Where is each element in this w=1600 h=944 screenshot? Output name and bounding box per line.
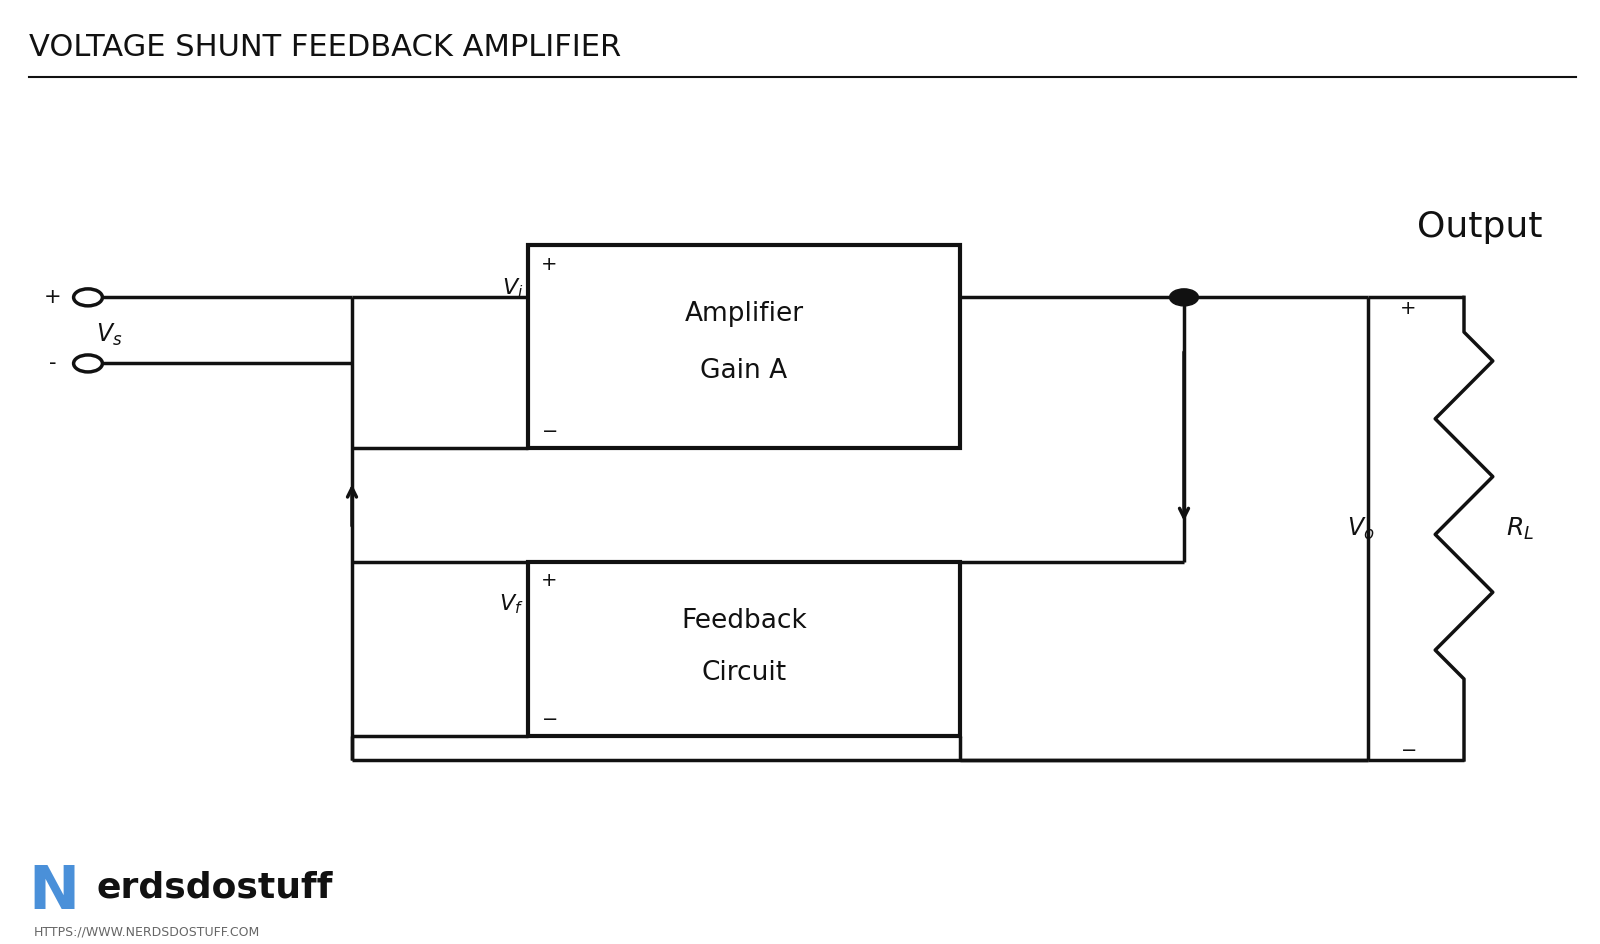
Text: VOLTAGE SHUNT FEEDBACK AMPLIFIER: VOLTAGE SHUNT FEEDBACK AMPLIFIER — [29, 33, 621, 62]
Text: Output: Output — [1418, 210, 1542, 244]
Text: Gain A: Gain A — [701, 358, 787, 383]
Text: +: + — [43, 287, 62, 308]
Text: N: N — [29, 863, 80, 921]
Text: $V_s$: $V_s$ — [96, 322, 123, 348]
Text: erdsdostuff: erdsdostuff — [96, 870, 333, 904]
Text: $-$: $-$ — [1400, 739, 1416, 758]
Text: Amplifier: Amplifier — [685, 301, 803, 327]
Bar — [528, 562, 960, 736]
Text: +: + — [1400, 299, 1416, 318]
Text: -: - — [50, 353, 56, 374]
Text: $-$: $-$ — [541, 420, 557, 439]
Text: $R_L$: $R_L$ — [1506, 515, 1534, 542]
Text: $V_i$: $V_i$ — [502, 277, 523, 300]
Text: Feedback: Feedback — [682, 608, 806, 633]
Text: +: + — [541, 571, 557, 590]
Text: +: + — [541, 255, 557, 274]
Text: $V_f$: $V_f$ — [499, 593, 523, 615]
Circle shape — [1170, 289, 1198, 306]
Text: $-$: $-$ — [541, 708, 557, 727]
Text: HTTPS://WWW.NERDSDOSTUFF.COM: HTTPS://WWW.NERDSDOSTUFF.COM — [34, 925, 259, 938]
Text: Circuit: Circuit — [701, 660, 787, 685]
Bar — [528, 245, 960, 448]
Text: $V_o$: $V_o$ — [1347, 515, 1374, 542]
